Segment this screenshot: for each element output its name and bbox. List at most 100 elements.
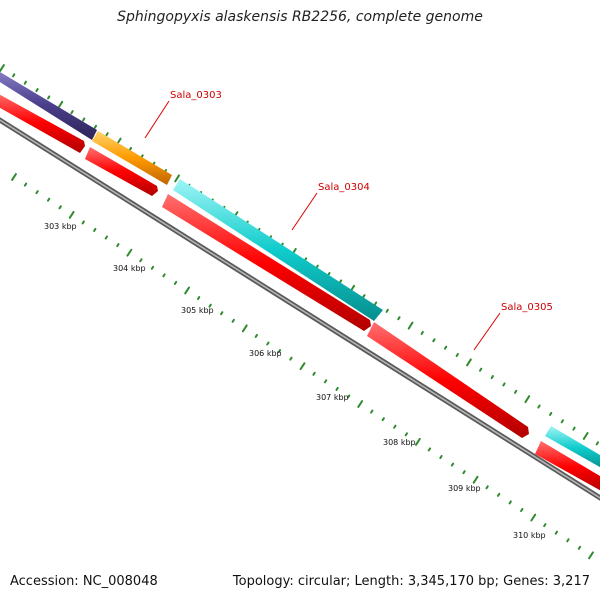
- tick-mark: [478, 367, 483, 372]
- tick-mark: [162, 273, 166, 278]
- tick-mark: [68, 210, 75, 219]
- accession-text: Accession: NC_008048: [10, 574, 158, 589]
- page-title: Sphingopyxis alaskensis RB2256, complete…: [117, 9, 483, 25]
- tick-mark: [57, 100, 64, 109]
- tick-mark: [572, 426, 576, 431]
- tick-mark: [450, 462, 455, 467]
- tick-mark: [407, 321, 414, 330]
- scale-label-304: 304 kbp: [113, 264, 146, 273]
- tick-mark: [231, 318, 235, 323]
- tick-mark: [241, 324, 248, 333]
- tick-mark: [455, 353, 459, 358]
- tick-mark: [126, 248, 133, 257]
- scale-label-308: 308 kbp: [383, 438, 416, 447]
- tick-mark: [472, 475, 479, 484]
- tick-mark: [174, 174, 180, 183]
- scale-label-307: 307 kbp: [316, 393, 349, 402]
- tick-mark: [254, 333, 258, 338]
- tick-mark: [514, 389, 518, 394]
- scale-label-306: 306 kbp: [249, 349, 282, 358]
- gene-feature-sala-0304[interactable]: [173, 179, 383, 321]
- tick-mark: [381, 417, 385, 422]
- tick-mark: [323, 379, 328, 384]
- tick-mark: [289, 356, 293, 361]
- cds-feature-5[interactable]: [535, 441, 600, 493]
- tick-mark: [338, 279, 343, 284]
- tick-mark: [554, 530, 559, 535]
- tick-mark: [397, 316, 401, 321]
- tick-mark: [485, 485, 489, 490]
- tick-mark: [150, 265, 155, 270]
- tick-mark: [543, 523, 547, 528]
- tick-mark: [577, 545, 582, 550]
- outer-tick-ring: [0, 64, 600, 446]
- gene-label-sala-0305: Sala_0305: [501, 302, 553, 313]
- tick-mark: [116, 243, 120, 248]
- gene-label-sala-0303: Sala_0303: [170, 90, 222, 101]
- tick-mark: [12, 73, 16, 78]
- tick-mark: [35, 88, 39, 93]
- tick-mark: [47, 95, 51, 100]
- tick-mark: [11, 173, 17, 181]
- tick-mark: [404, 432, 409, 437]
- tick-mark: [82, 117, 86, 122]
- tick-mark: [46, 197, 51, 202]
- tick-mark: [560, 419, 564, 424]
- scale-labels: 303 kbp 304 kbp 305 kbp 306 kbp 307 kbp …: [44, 222, 546, 540]
- tick-mark: [93, 124, 98, 129]
- tick-mark: [490, 375, 494, 380]
- tick-mark: [277, 349, 282, 354]
- cds-feature-3[interactable]: [162, 194, 371, 331]
- tick-mark: [357, 400, 364, 408]
- gene-label-sala-0304: Sala_0304: [318, 182, 370, 193]
- cds-feature-2[interactable]: [85, 147, 158, 196]
- tick-mark: [566, 538, 570, 543]
- cds-feature-4[interactable]: [367, 322, 529, 438]
- tick-mark: [58, 205, 62, 210]
- tick-mark: [414, 437, 421, 446]
- callout-line-sala-0303: [144, 100, 170, 139]
- scale-label-303: 303 kbp: [44, 222, 77, 231]
- tick-mark: [524, 395, 531, 404]
- tick-mark: [362, 294, 366, 299]
- tick-mark: [266, 341, 270, 346]
- gene-feature-sala-0303[interactable]: [92, 131, 172, 185]
- tick-mark: [595, 441, 600, 446]
- tick-mark: [312, 371, 316, 376]
- tick-mark: [196, 296, 201, 301]
- tick-mark: [93, 227, 97, 232]
- tick-mark: [385, 308, 389, 313]
- tick-mark: [23, 182, 28, 187]
- tick-mark: [184, 286, 191, 295]
- inner-tick-ring: [11, 173, 594, 560]
- tick-mark: [432, 338, 436, 343]
- scale-label-310: 310 kbp: [513, 531, 546, 540]
- tick-mark: [35, 190, 39, 195]
- tick-mark: [346, 394, 351, 399]
- gene-feature-cyan-right[interactable]: [545, 426, 600, 470]
- cds-feature-1[interactable]: [0, 92, 85, 153]
- tick-mark: [462, 470, 466, 475]
- tick-mark: [420, 330, 424, 335]
- tick-mark: [173, 280, 178, 285]
- tick-mark: [104, 235, 108, 240]
- callout-line-sala-0305: [473, 312, 501, 351]
- tick-mark: [299, 362, 306, 371]
- tick-mark: [520, 507, 524, 512]
- tick-mark: [502, 382, 506, 387]
- tick-mark: [588, 551, 594, 560]
- tick-mark: [466, 358, 472, 367]
- tick-mark: [427, 447, 432, 452]
- tick-mark: [373, 301, 378, 306]
- tick-mark: [530, 513, 537, 522]
- tick-mark: [327, 272, 331, 277]
- tick-mark: [128, 146, 133, 151]
- tick-mark: [443, 345, 448, 350]
- genome-backbone: [0, 117, 600, 501]
- gene-feature-purple[interactable]: [0, 69, 97, 140]
- tick-mark: [70, 110, 74, 115]
- tick-mark: [497, 492, 501, 497]
- tick-mark: [105, 132, 109, 137]
- tick-mark: [582, 432, 589, 440]
